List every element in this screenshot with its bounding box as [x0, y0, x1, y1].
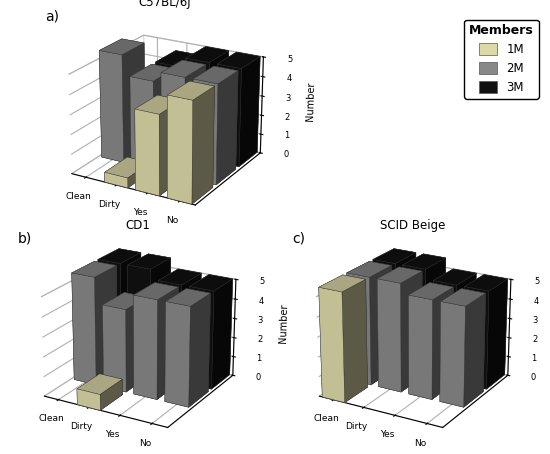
- Text: Cage: Cage: [87, 242, 112, 251]
- Text: a): a): [45, 9, 59, 23]
- Legend: 1M, 2M, 3M: 1M, 2M, 3M: [464, 20, 538, 99]
- Title: SCID Beige: SCID Beige: [380, 218, 445, 232]
- Text: b): b): [18, 232, 32, 246]
- Title: C57BL/6J: C57BL/6J: [139, 0, 191, 9]
- Text: c): c): [293, 232, 306, 246]
- Title: CD1: CD1: [125, 218, 150, 232]
- Text: Wounds: Wounds: [192, 242, 233, 251]
